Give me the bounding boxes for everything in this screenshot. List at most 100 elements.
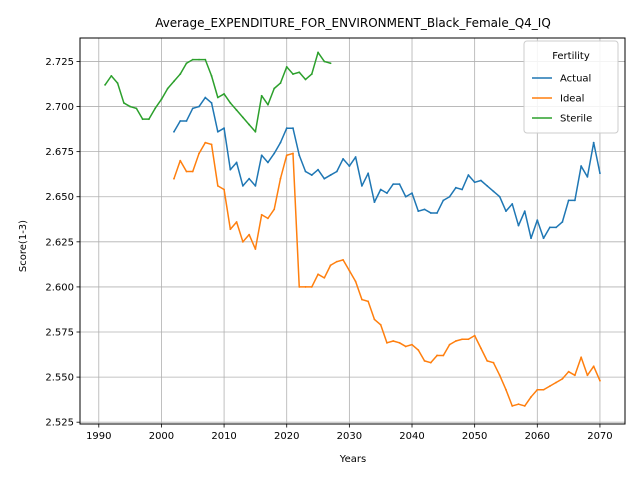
data-point-ideal	[399, 342, 401, 344]
x-tick-label: 2020	[274, 431, 299, 442]
data-point-sterile	[217, 97, 219, 99]
data-point-sterile	[211, 75, 213, 77]
data-point-actual	[386, 192, 388, 194]
y-tick-label: 2.700	[45, 102, 74, 113]
data-point-actual	[217, 131, 219, 133]
data-point-ideal	[355, 281, 357, 283]
data-point-ideal	[442, 355, 444, 357]
data-point-ideal	[348, 270, 350, 272]
data-point-actual	[474, 181, 476, 183]
data-point-sterile	[135, 107, 137, 109]
data-point-sterile	[261, 95, 263, 97]
data-point-actual	[198, 106, 200, 108]
data-point-sterile	[161, 98, 163, 100]
data-point-ideal	[298, 286, 300, 288]
data-point-actual	[561, 221, 563, 223]
data-point-ideal	[192, 171, 194, 173]
data-point-actual	[430, 212, 432, 214]
data-point-actual	[348, 165, 350, 167]
x-tick-label: 2030	[337, 431, 362, 442]
data-point-ideal	[367, 300, 369, 302]
data-point-actual	[442, 199, 444, 201]
data-point-actual	[555, 226, 557, 228]
data-point-actual	[261, 154, 263, 156]
data-point-ideal	[229, 228, 231, 230]
data-point-ideal	[330, 264, 332, 266]
data-point-actual	[449, 196, 451, 198]
data-point-actual	[543, 237, 545, 239]
data-point-sterile	[267, 104, 269, 106]
x-tick-label: 2060	[525, 431, 550, 442]
data-point-ideal	[580, 356, 582, 358]
data-point-sterile	[186, 62, 188, 64]
data-point-actual	[330, 174, 332, 176]
legend-label-ideal: Ideal	[560, 94, 584, 105]
data-point-actual	[323, 178, 325, 180]
data-point-actual	[593, 142, 595, 144]
data-point-actual	[511, 203, 513, 205]
data-point-actual	[286, 127, 288, 129]
data-point-ideal	[179, 160, 181, 162]
data-point-ideal	[242, 241, 244, 243]
data-point-ideal	[486, 360, 488, 362]
data-point-ideal	[411, 344, 413, 346]
data-point-actual	[405, 196, 407, 198]
data-point-ideal	[424, 360, 426, 362]
data-point-ideal	[236, 221, 238, 223]
data-point-actual	[549, 226, 551, 228]
data-point-actual	[223, 127, 225, 129]
data-point-sterile	[242, 116, 244, 118]
data-point-ideal	[480, 347, 482, 349]
data-point-actual	[179, 120, 181, 122]
data-point-actual	[280, 142, 282, 144]
data-point-sterile	[298, 71, 300, 73]
data-point-ideal	[217, 185, 219, 187]
x-tick-label: 2070	[587, 431, 612, 442]
data-point-ideal	[211, 144, 213, 146]
data-point-ideal	[511, 405, 513, 407]
data-point-actual	[267, 162, 269, 164]
data-point-actual	[424, 208, 426, 210]
data-point-sterile	[255, 131, 257, 133]
data-point-ideal	[549, 385, 551, 387]
data-point-actual	[587, 176, 589, 178]
data-point-actual	[530, 237, 532, 239]
data-point-sterile	[117, 82, 119, 84]
data-point-ideal	[405, 346, 407, 348]
y-tick-label: 2.650	[45, 192, 74, 203]
data-point-actual	[417, 210, 419, 212]
data-point-actual	[568, 199, 570, 201]
data-point-actual	[518, 225, 520, 227]
legend-label-sterile: Sterile	[560, 114, 592, 125]
data-point-actual	[580, 165, 582, 167]
data-point-sterile	[167, 88, 169, 90]
data-point-actual	[355, 156, 357, 158]
data-point-sterile	[323, 61, 325, 63]
data-point-actual	[248, 178, 250, 180]
data-point-ideal	[311, 286, 313, 288]
x-axis-ticks: 1990 2000 2010 2020 2030 2040 2050 2060 2070	[86, 424, 613, 442]
data-point-sterile	[154, 107, 156, 109]
data-point-ideal	[524, 405, 526, 407]
data-point-actual	[524, 210, 526, 212]
data-point-ideal	[223, 189, 225, 191]
data-point-actual	[173, 131, 175, 133]
y-tick-label: 2.625	[45, 237, 74, 248]
data-point-actual	[317, 169, 319, 171]
data-point-actual	[380, 189, 382, 191]
data-point-ideal	[392, 340, 394, 342]
data-point-sterile	[248, 124, 250, 126]
series-line-ideal	[174, 143, 600, 406]
data-point-ideal	[323, 277, 325, 279]
data-point-ideal	[267, 217, 269, 219]
data-point-sterile	[305, 79, 307, 81]
data-point-ideal	[574, 374, 576, 376]
data-point-actual	[204, 97, 206, 99]
data-point-sterile	[273, 88, 275, 90]
data-point-ideal	[336, 261, 338, 263]
data-point-sterile	[104, 84, 106, 86]
data-point-ideal	[436, 355, 438, 357]
data-point-actual	[367, 172, 369, 174]
data-point-ideal	[361, 299, 363, 301]
